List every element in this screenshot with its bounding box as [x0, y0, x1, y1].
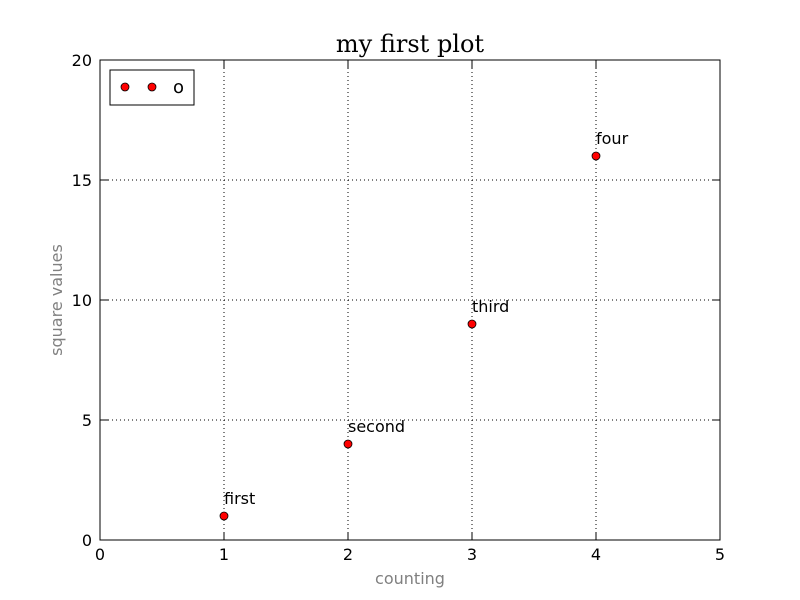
point-annotation: second: [348, 417, 405, 436]
x-tick-label: 5: [715, 545, 725, 564]
x-tick-label: 4: [591, 545, 601, 564]
grid: [100, 60, 720, 540]
data-point: [343, 439, 353, 449]
data-point: [219, 511, 229, 521]
legend-label: o: [173, 77, 184, 98]
legend: o: [109, 69, 195, 106]
data-point: [467, 319, 477, 329]
point-annotation: third: [472, 297, 509, 316]
axis-ticks: 0 1 2 3 4 5 0 5 10 15 20: [72, 51, 725, 564]
y-tick-label: 0: [82, 531, 92, 550]
x-tick-label: 3: [467, 545, 477, 564]
point-annotations: first second third four: [224, 129, 629, 508]
data-points: [219, 151, 601, 521]
x-tick-label: 0: [95, 545, 105, 564]
y-tick-label: 20: [72, 51, 92, 70]
point-annotation: first: [224, 489, 255, 508]
x-axis-label: counting: [375, 569, 445, 588]
legend-marker: [120, 82, 130, 92]
x-tick-label: 1: [219, 545, 229, 564]
chart-title: my first plot: [336, 30, 485, 58]
y-tick-label: 10: [72, 291, 92, 310]
y-tick-label: 15: [72, 171, 92, 190]
y-axis-label: square values: [47, 244, 66, 356]
y-tick-label: 5: [82, 411, 92, 430]
point-annotation: four: [596, 129, 629, 148]
data-point: [591, 151, 601, 161]
x-tick-label: 2: [343, 545, 353, 564]
legend-marker: [147, 82, 157, 92]
